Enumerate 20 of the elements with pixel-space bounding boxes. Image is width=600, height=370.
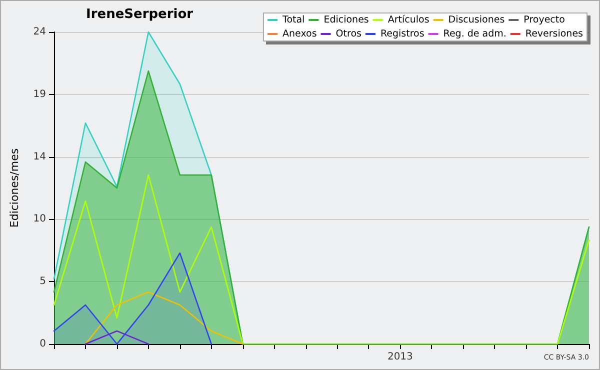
y-axis-title: Ediciones/mes: [8, 148, 21, 228]
x-tick-label: 2013: [387, 352, 413, 362]
y-tick-label: 14: [33, 151, 46, 162]
y-tick-label: 10: [33, 214, 46, 225]
y-tick-label: 19: [33, 88, 46, 100]
chart-title: IreneSerperior: [86, 7, 194, 22]
legend-label: Otros: [336, 28, 362, 40]
legend-label: Ediciones: [324, 14, 369, 26]
legend-label: Discusiones: [448, 14, 505, 26]
legend-label: Proyecto: [524, 14, 566, 26]
y-tick-label: 0: [40, 338, 46, 350]
legend-label: Registros: [380, 28, 424, 40]
line-series: [84, 291, 244, 345]
y-tick-label: 5: [40, 276, 46, 288]
legend-label: Reversiones: [525, 28, 584, 40]
y-tick-label: 24: [33, 26, 46, 38]
legend-label: Artículos: [388, 14, 430, 26]
legend-label: Anexos: [282, 28, 317, 40]
legend-label: Reg. de adm.: [443, 28, 506, 40]
legend-label: Total: [282, 14, 305, 26]
